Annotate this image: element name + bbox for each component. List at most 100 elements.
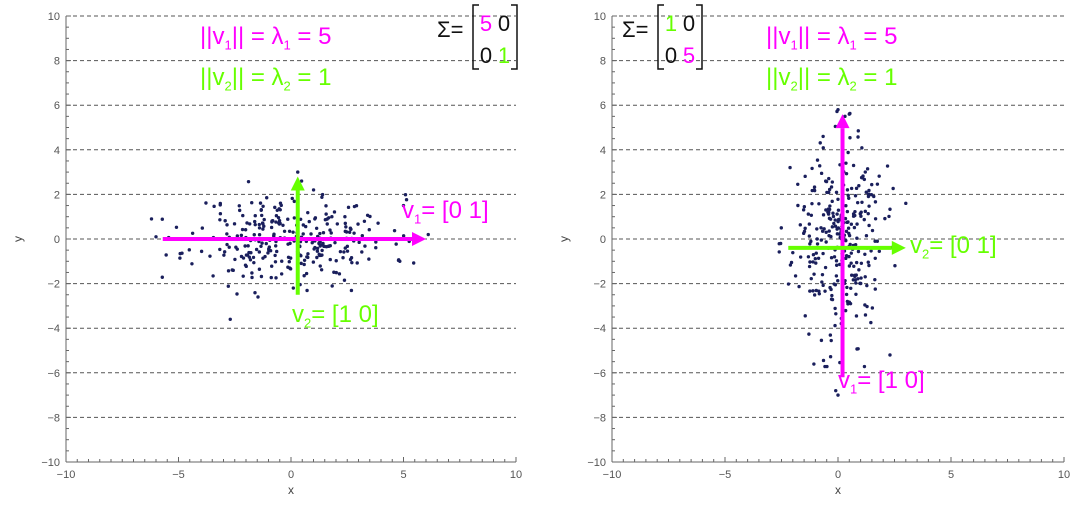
data-point [827,176,831,181]
data-point [846,150,850,155]
data-point [859,210,863,214]
data-point [856,249,861,254]
norm-v1-annotation-part: ||v [200,23,224,50]
data-point [857,184,861,188]
data-point [859,261,864,265]
v1-vector-label-part: 1 [414,211,421,226]
data-point [304,271,309,276]
data-point [885,164,890,168]
data-point [854,281,858,285]
data-point [332,210,337,214]
matrix-cell: 0 [683,11,695,36]
norm-v1-annotation-part: || = λ [232,23,284,50]
data-point [426,232,430,237]
data-point [328,244,332,248]
data-point [250,275,254,280]
data-point [834,274,839,278]
matrix-cell: 1 [498,43,510,68]
v2-vector-label-part: v [910,232,922,259]
v1-vector-label-part: 1 [850,381,857,396]
data-point [225,232,229,236]
data-point [252,233,256,237]
data-point [292,199,296,204]
data-point [888,207,892,211]
data-point [401,234,406,238]
data-point [318,244,322,248]
data-point [357,240,361,245]
data-point [251,255,256,260]
data-point [806,212,811,216]
data-point [832,282,836,286]
data-point [190,262,194,266]
data-point [864,190,868,194]
data-point [404,198,409,202]
data-point [302,274,306,278]
data-point [280,259,284,263]
data-point [223,219,227,223]
data-point [873,277,877,282]
data-point [807,222,812,226]
data-point [870,182,874,187]
data-point [867,192,871,196]
y-tick-label: −6 [47,368,60,380]
data-point [847,233,852,238]
data-point [342,278,347,282]
data-point [290,196,294,201]
data-point [299,254,303,258]
data-point [824,240,828,244]
data-point [793,274,798,278]
data-point [360,234,365,238]
v1-vector-label-part: v [402,197,414,224]
data-point [808,289,812,293]
data-point [302,258,307,263]
data-point [225,242,229,247]
data-point [343,215,347,219]
v2-arrow-head [891,240,906,255]
data-point [827,233,831,238]
data-point [314,226,319,230]
data-point [817,292,822,296]
data-point [374,246,378,250]
data-point [218,247,222,252]
data-point [174,225,179,229]
data-point [856,129,861,133]
data-point [321,241,325,246]
data-point [834,263,839,267]
matrix-left-bracket [657,4,664,70]
data-point [851,163,856,168]
data-point [248,222,252,226]
data-point [235,247,239,251]
data-point [796,182,800,186]
data-point [821,134,825,139]
data-point [836,217,841,222]
data-point [808,260,812,264]
data-point [239,233,244,238]
matrix-left-bracket [472,4,479,70]
norm-v1-annotation-part: ||v [766,23,790,50]
data-point [349,288,354,293]
data-point [245,221,249,225]
data-point [230,268,234,272]
data-point [815,242,820,246]
data-point [356,222,360,226]
data-point [836,393,840,397]
data-point [403,193,408,197]
data-point [828,204,832,208]
data-point [877,174,881,178]
y-tick-label: 10 [594,11,606,23]
data-point [859,214,863,218]
data-point [303,224,308,229]
data-point [273,253,277,258]
v2-vector-label: v2= [1 0] [292,301,379,330]
norm-v2-annotation-part: 2 [850,78,857,93]
data-point [872,194,876,199]
data-point [854,314,859,318]
data-point [803,226,807,231]
data-point [218,218,222,222]
data-point [273,260,278,264]
data-point [806,255,811,259]
data-point [199,249,204,254]
data-point [862,364,867,369]
data-point [859,281,863,286]
